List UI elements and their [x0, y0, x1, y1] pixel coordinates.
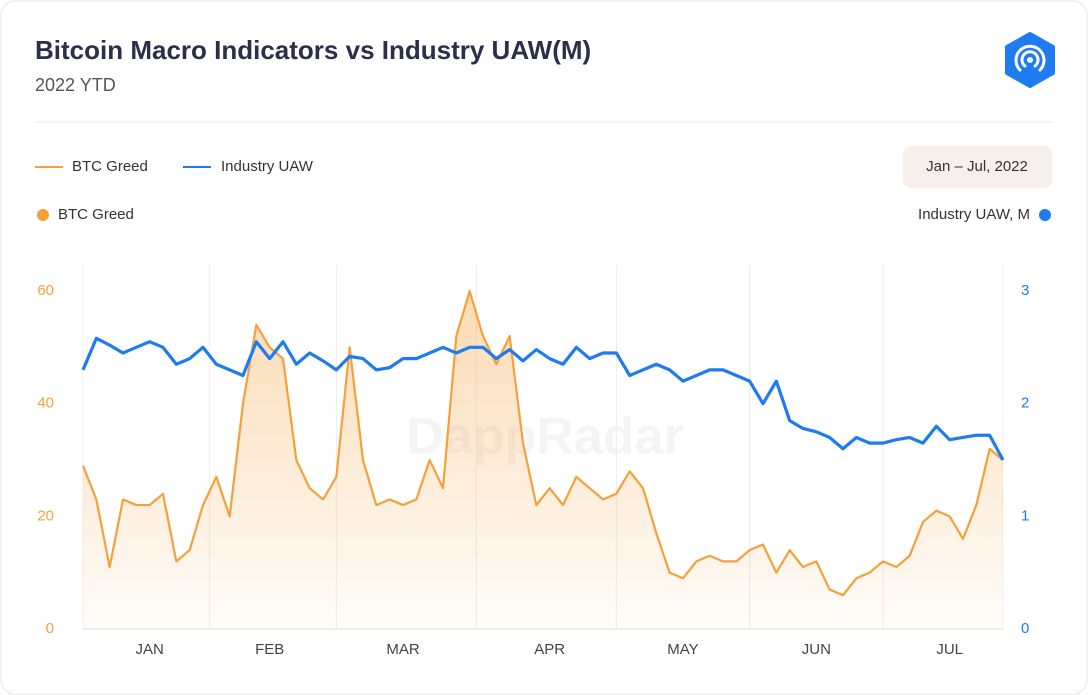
legend-label[interactable]: BTC Greed — [72, 158, 148, 175]
legend-label[interactable]: Industry UAW — [221, 158, 314, 175]
date-button[interactable] — [903, 146, 1052, 188]
y2-tick-label: 0 — [1021, 620, 1029, 637]
area-fill — [83, 291, 1003, 629]
x-tick-label: JUN — [802, 641, 831, 658]
x-tick-label: MAR — [386, 641, 420, 658]
series-line — [81, 336, 1005, 461]
chart-subtitle: 2022 YTD — [35, 75, 116, 95]
x-tick-label: MAY — [667, 641, 698, 658]
series-line — [81, 289, 1004, 597]
x-tick-label: APR — [534, 641, 565, 658]
y-tick-label: 20 — [37, 507, 54, 524]
y2-tick-label: 3 — [1021, 282, 1029, 299]
y-tick-label: 40 — [37, 395, 54, 412]
chart-title: Bitcoin Macro Indicators vs Industry UAW… — [35, 35, 591, 65]
y-tick-label: 60 — [37, 282, 54, 299]
y2-tick-label: 2 — [1021, 395, 1029, 412]
logo — [1005, 32, 1055, 88]
y2-tick-label: 1 — [1021, 507, 1029, 524]
y-axis-title: BTC Greed — [58, 206, 134, 223]
x-tick-label: FEB — [255, 641, 284, 658]
date-button-label[interactable]: Jan – Jul, 2022 — [926, 158, 1028, 175]
x-tick-label: JUL — [936, 641, 963, 658]
y2-axis-title: Industry UAW, M — [918, 206, 1030, 223]
y-tick-label: 0 — [46, 620, 54, 637]
axis-dot — [1039, 209, 1051, 221]
axis-dot — [37, 209, 49, 221]
x-tick-label: JAN — [135, 641, 163, 658]
